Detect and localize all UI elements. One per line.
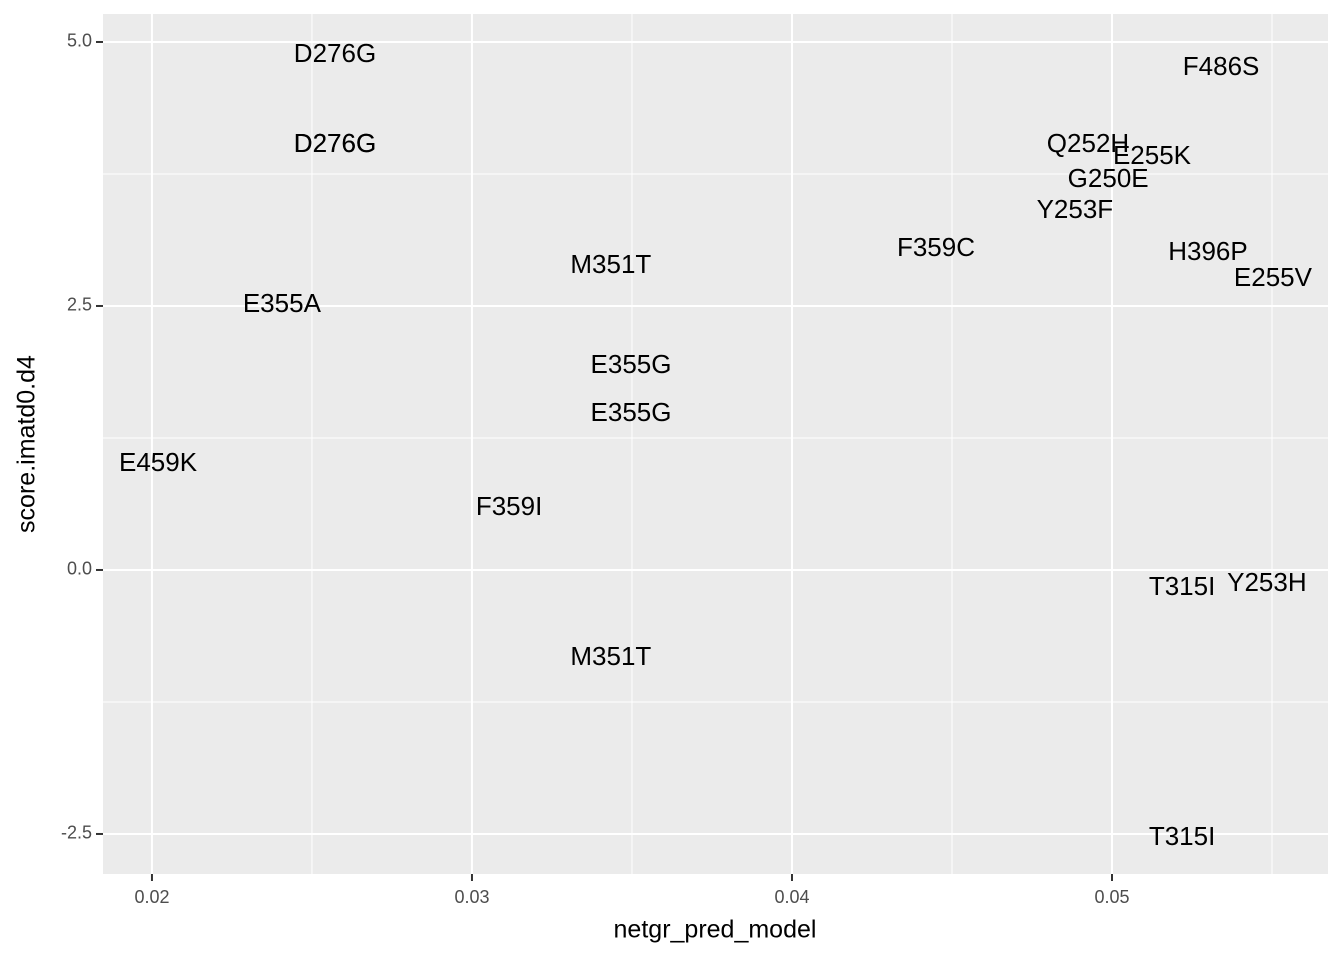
point-label: F359I: [476, 491, 543, 521]
panel: [103, 14, 1328, 874]
point-label: E255K: [1113, 140, 1192, 170]
point-label: Y253H: [1227, 567, 1307, 597]
point-label: T315I: [1149, 571, 1216, 601]
point-label: E355G: [591, 397, 672, 427]
x-tick-label: 0.04: [774, 887, 809, 907]
point-label: E355A: [243, 288, 322, 318]
y-tick-label: 0.0: [67, 559, 92, 579]
x-axis-title: netgr_pred_model: [614, 916, 817, 944]
point-label: M351T: [570, 641, 651, 671]
y-tick-label: 2.5: [67, 295, 92, 315]
point-label: E459K: [119, 447, 198, 477]
point-label: T315I: [1149, 821, 1216, 851]
point-label: Y253F: [1037, 194, 1114, 224]
point-label: F486S: [1183, 51, 1260, 81]
point-label: M351T: [570, 249, 651, 279]
x-tick-label: 0.02: [134, 887, 169, 907]
point-label: E255V: [1234, 262, 1313, 292]
point-label: F359C: [897, 232, 975, 262]
point-label: D276G: [294, 38, 376, 68]
marks: D276GD276GD276GF486SQ252HE255KG250EY253F…: [119, 38, 1313, 851]
x-tick-label: 0.03: [454, 887, 489, 907]
x-tick-label: 0.05: [1094, 887, 1129, 907]
y-tick-label: 5.0: [67, 31, 92, 51]
point-label: H396P: [1168, 236, 1248, 266]
point-label: D276G: [294, 128, 376, 158]
point-label: G250E: [1068, 163, 1149, 193]
grid: [103, 14, 1328, 874]
point-label: D276G: [294, 128, 376, 158]
point-label: Q252H: [1047, 128, 1129, 158]
y-axis-title: score.imatd0.d4: [13, 355, 41, 533]
y-tick-label: -2.5: [61, 823, 92, 843]
point-label: E355G: [591, 349, 672, 379]
